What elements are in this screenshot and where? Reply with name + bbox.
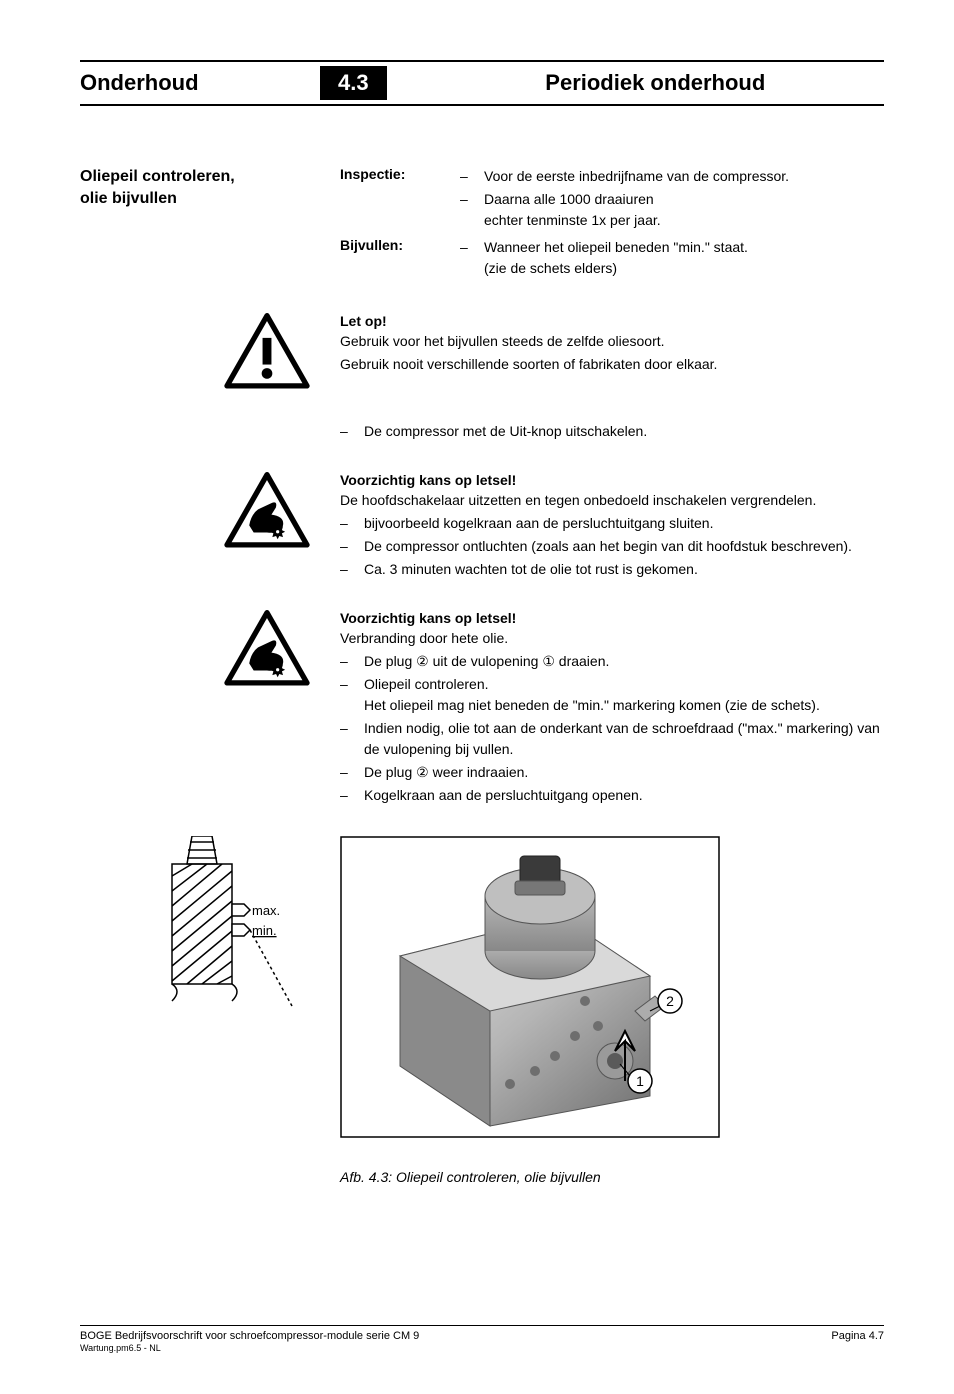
right-column: Inspectie: –Voor de eerste inbedrijfname… [340, 166, 884, 285]
warning1-title: Let op! [340, 313, 884, 329]
max-label: max. [252, 903, 280, 918]
dash-icon: – [460, 189, 472, 231]
list-item: –Oliepeil controleren. Het oliepeil mag … [340, 674, 884, 716]
footer-left-sub: Wartung.pm6.5 - NL [80, 1343, 161, 1353]
hand-gear-triangle-icon [222, 610, 312, 690]
list-item: –Kogelkraan aan de persluchtuitgang open… [340, 785, 884, 806]
def-bijvullen: Bijvullen: –Wanneer het oliepeil beneden… [340, 237, 884, 281]
warning2-title: Voorzichtig kans op letsel! [340, 472, 884, 488]
bijvullen-label: Bijvullen: [340, 237, 440, 281]
warning2-text: Voorzichtig kans op letsel! De hoofdscha… [340, 472, 884, 582]
min-label: min. [252, 923, 277, 938]
icon-column [80, 610, 320, 690]
footer-left: BOGE Bedrijfsvoorschrift voor schroefcom… [80, 1330, 419, 1354]
warning1-line2: Gebruik nooit verschillende soorten of f… [340, 354, 884, 375]
sketch-figure: max. min. [80, 836, 320, 1036]
warning1-line1: Gebruik voor het bijvullen steeds de zel… [340, 331, 884, 352]
warning3-title: Voorzichtig kans op letsel! [340, 610, 884, 626]
dash-icon: – [460, 166, 472, 187]
callout-2: 2 [666, 993, 674, 1009]
main-content: Oliepeil controleren, olie bijvullen Ins… [80, 166, 884, 285]
warning-block-3: Voorzichtig kans op letsel! Verbranding … [80, 610, 884, 808]
inspectie-body: –Voor de eerste inbedrijfname van de com… [460, 166, 884, 233]
dash-icon: – [340, 421, 352, 442]
dash-icon: – [340, 674, 352, 716]
dash-icon: – [460, 237, 472, 279]
inspectie-label: Inspectie: [340, 166, 440, 233]
list-item: –De plug ② weer indraaien. [340, 762, 884, 783]
dash-icon: – [340, 785, 352, 806]
list-item: –Voor de eerste inbedrijfname van de com… [460, 166, 884, 187]
section-title-line1: Oliepeil controleren, [80, 168, 235, 185]
list-item: –Daarna alle 1000 draaiuren echter tenmi… [460, 189, 884, 231]
section-title-line2: olie bijvullen [80, 190, 177, 207]
warning1-text: Let op! Gebruik voor het bijvullen steed… [340, 313, 884, 377]
icon-column [80, 313, 320, 393]
list-item: –De compressor ontluchten (zoals aan het… [340, 536, 884, 557]
callout-1: 1 [636, 1073, 644, 1089]
dash-icon: – [340, 536, 352, 557]
oil-level-sketch-icon: max. min. [152, 836, 312, 1036]
dash-icon: – [340, 513, 352, 534]
step-text: –De compressor met de Uit-knop uitschake… [340, 421, 884, 444]
header-badge: 4.3 [320, 66, 387, 100]
list-item: –Ca. 3 minuten wachten tot de olie tot r… [340, 559, 884, 580]
page-header: Onderhoud 4.3 Periodiek onderhoud [80, 60, 884, 106]
bijvullen-body: –Wanneer het oliepeil beneden "min." sta… [460, 237, 884, 281]
warning3-text: Voorzichtig kans op letsel! Verbranding … [340, 610, 884, 808]
list-item: –De compressor met de Uit-knop uitschake… [340, 421, 884, 442]
compressor-figure: 1 2 Afb. 4.3: Oliepeil controleren, olie… [340, 836, 884, 1185]
figure-row: max. min. [80, 836, 884, 1185]
figure-caption: Afb. 4.3: Oliepeil controleren, olie bij… [340, 1169, 884, 1185]
footer-right: Pagina 4.7 [831, 1330, 884, 1354]
list-item: –De plug ② uit de vulopening ① draaien. [340, 651, 884, 672]
left-column: Oliepeil controleren, olie bijvullen [80, 166, 320, 285]
dash-icon: – [340, 762, 352, 783]
warning2-line1: De hoofdschakelaar uitzetten en tegen on… [340, 490, 884, 511]
warning-block-1: Let op! Gebruik voor het bijvullen steed… [80, 313, 884, 393]
header-left: Onderhoud [80, 70, 320, 96]
section-title: Oliepeil controleren, olie bijvullen [80, 166, 320, 211]
list-item: –bijvoorbeeld kogelkraan aan de persluch… [340, 513, 884, 534]
warning-block-2: Voorzichtig kans op letsel! De hoofdscha… [80, 472, 884, 582]
warning-triangle-icon [222, 313, 312, 393]
dash-icon: – [340, 718, 352, 760]
header-right: Periodiek onderhoud [427, 70, 884, 96]
hand-gear-triangle-icon [222, 472, 312, 552]
warning3-line1: Verbranding door hete olie. [340, 628, 884, 649]
def-inspectie: Inspectie: –Voor de eerste inbedrijfname… [340, 166, 884, 233]
step-block: –De compressor met de Uit-knop uitschake… [80, 421, 884, 444]
compressor-photo-icon: 1 2 [340, 836, 720, 1156]
list-item: –Indien nodig, olie tot aan de onderkant… [340, 718, 884, 760]
footer-left-main: BOGE Bedrijfsvoorschrift voor schroefcom… [80, 1330, 419, 1342]
icon-column [80, 472, 320, 552]
list-item: –Wanneer het oliepeil beneden "min." sta… [460, 237, 884, 279]
dash-icon: – [340, 651, 352, 672]
dash-icon: – [340, 559, 352, 580]
